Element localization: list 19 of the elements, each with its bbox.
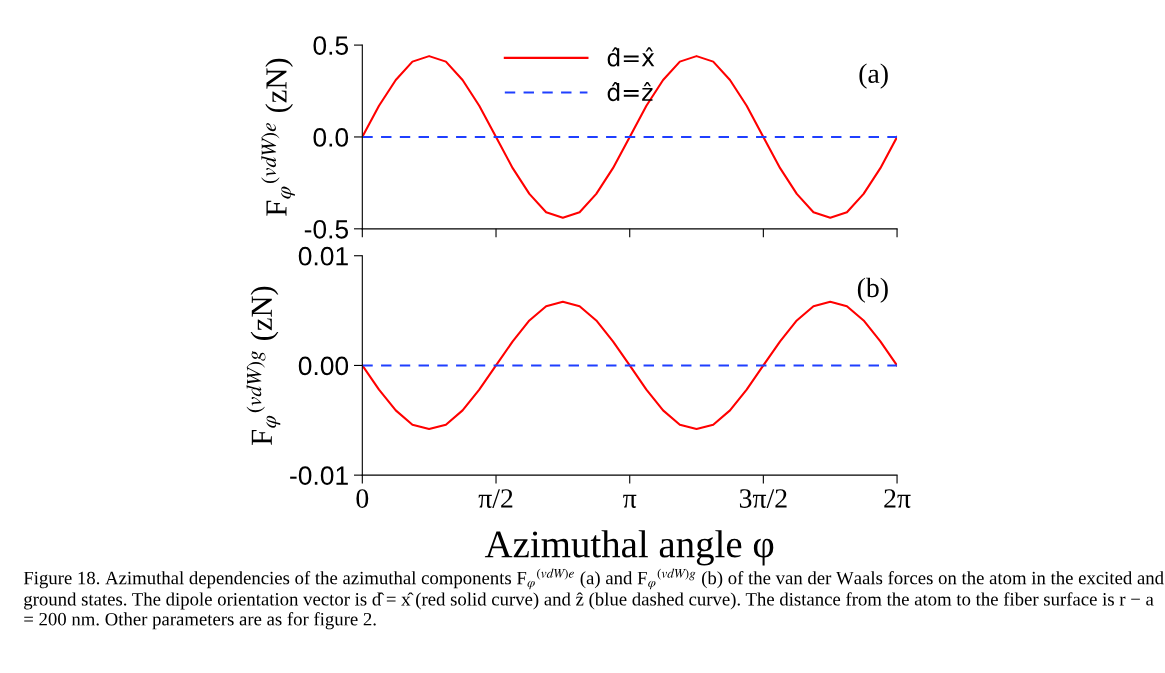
- text: Figure 18. Azimuthal dependencies of the azimuthal components F$_{φ}$$^{(vdW)e}$ (a) and F$_{φ}$$^{(vdW)g}$ (b) of the van der Waals forces on the atom in the excited and ground states. The dipole orientation vector is d̂ = x̂ (red solid curve) and ẑ (blue dashed curve). The distance from the atom to the fiber surface is r − a = 200 nm. Other parameters are as for figure 2.: [23, 568, 1164, 630]
- y-tick-label: -0.01: [290, 466, 348, 485]
- y-axis-title: F$_{φ}$$^{(vdW)e}$ (zN): [261, 58, 295, 216]
- x-axis-title: Azimuthal angle φ: [484, 530, 774, 566]
- x-tick-label: π/2: [478, 489, 513, 508]
- y-tick-label: 0.0: [313, 128, 349, 147]
- y-tick-label: -0.5: [304, 219, 349, 239]
- y-axis-title: F$_{φ}$$^{(vdW)g}$ (zN): [246, 286, 281, 445]
- x-tick-label: 0: [356, 489, 369, 508]
- legend-label: d̂=ẑ: [607, 81, 653, 102]
- y-tick-label: 0.01: [298, 246, 348, 266]
- y-tick-label: 0.00: [298, 356, 349, 376]
- annotation: (a): [859, 63, 888, 89]
- x-tick-label: 2π: [884, 489, 911, 508]
- y-tick-label: 0.5: [313, 36, 349, 55]
- x-tick-label: π: [623, 494, 637, 508]
- legend-label: d̂=x̂: [607, 47, 655, 67]
- x-tick-label: 3π/2: [739, 489, 787, 508]
- annotation: (b): [857, 277, 888, 303]
